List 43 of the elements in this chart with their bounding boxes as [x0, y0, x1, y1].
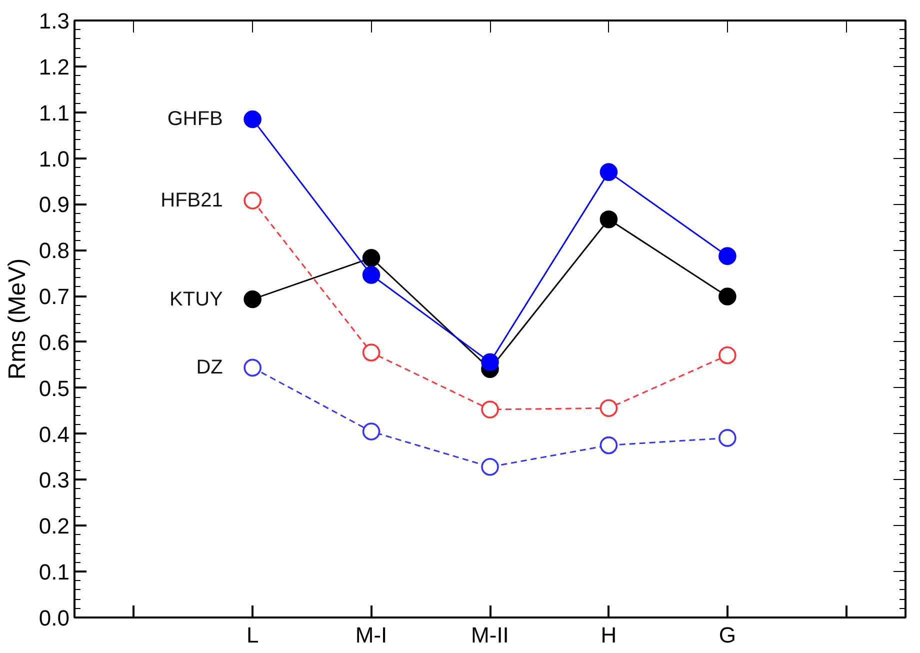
x-tick-label: H: [600, 622, 617, 648]
point: [362, 344, 380, 362]
y-tick-label: 1.3: [38, 8, 70, 34]
x-tick-label: M-II: [471, 622, 509, 648]
y-axis-title: Rms (MeV): [4, 258, 31, 380]
point: [718, 247, 736, 265]
y-tick-label: 0.9: [38, 192, 70, 218]
y-tick-label: 0.3: [38, 468, 70, 493]
y-tick-label: 0.6: [38, 330, 70, 355]
y-tick-label: 0.4: [38, 422, 70, 447]
point: [600, 399, 618, 417]
x-tick-label: M-I: [355, 622, 388, 648]
point: [244, 290, 262, 308]
series-label: KTUY: [170, 288, 223, 310]
point: [718, 288, 736, 306]
y-tick-label: 1.1: [38, 100, 70, 126]
y-tick-label: 0.0: [38, 606, 70, 630]
point: [244, 358, 262, 377]
point: [244, 110, 262, 128]
y-tick-label: 0.5: [38, 376, 70, 401]
x-tick-label: G: [718, 622, 736, 648]
point: [244, 192, 262, 210]
x-tick-label: L: [246, 622, 259, 648]
series-label: DZ: [196, 356, 223, 379]
point: [718, 346, 736, 364]
point: [481, 353, 499, 372]
y-tick-label: 0.7: [38, 284, 70, 310]
y-tick-label: 0.2: [38, 514, 70, 539]
point: [600, 436, 618, 454]
y-tick-label: 1.2: [38, 54, 70, 80]
point: [600, 210, 618, 228]
y-tick-label: 1.0: [38, 146, 70, 172]
series-label: HFB21: [160, 190, 223, 212]
point: [481, 400, 499, 418]
point: [600, 163, 618, 181]
point: [481, 458, 499, 476]
point: [362, 266, 380, 284]
point: [718, 429, 736, 447]
series-label: GHFB: [167, 108, 223, 130]
point: [362, 249, 380, 267]
point: [362, 422, 380, 440]
y-tick-label: 0.1: [38, 560, 70, 585]
y-tick-label: 0.8: [38, 238, 70, 264]
